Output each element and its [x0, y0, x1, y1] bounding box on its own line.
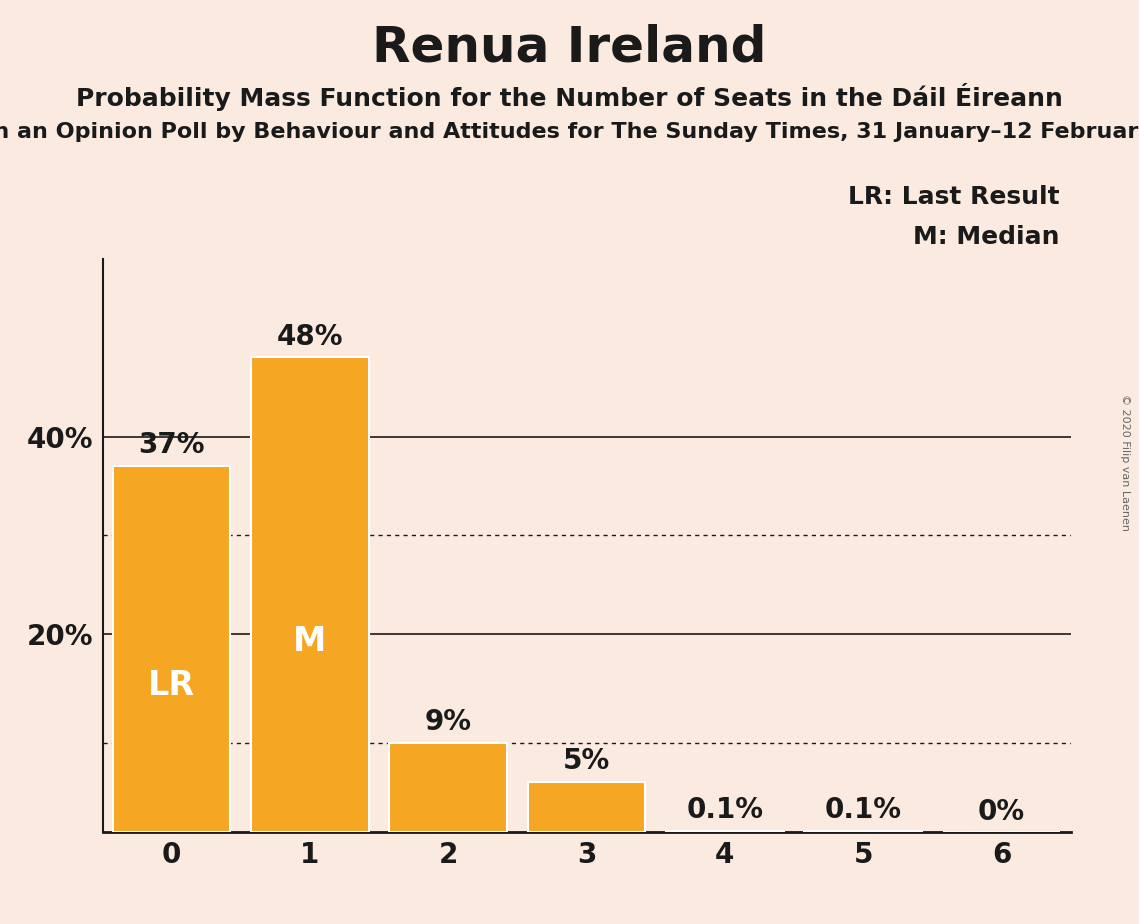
Text: 37%: 37% — [139, 432, 205, 459]
Text: LR: LR — [148, 669, 195, 702]
Bar — [804, 831, 921, 832]
Bar — [666, 831, 784, 832]
Bar — [252, 358, 369, 832]
Text: 9%: 9% — [425, 708, 472, 736]
Text: on an Opinion Poll by Behaviour and Attitudes for The Sunday Times, 31 January–1: on an Opinion Poll by Behaviour and Atti… — [0, 122, 1139, 142]
Text: LR: Last Result: LR: Last Result — [847, 185, 1059, 209]
Text: M: M — [294, 626, 327, 659]
Bar — [113, 466, 230, 832]
Text: 0.1%: 0.1% — [825, 796, 902, 823]
Text: 0.1%: 0.1% — [687, 796, 763, 823]
Text: © 2020 Filip van Laenen: © 2020 Filip van Laenen — [1121, 394, 1130, 530]
Text: Renua Ireland: Renua Ireland — [372, 23, 767, 71]
Bar — [527, 783, 646, 832]
Text: 48%: 48% — [277, 322, 343, 350]
Text: M: Median: M: Median — [912, 225, 1059, 249]
Text: 0%: 0% — [978, 797, 1025, 826]
Text: Probability Mass Function for the Number of Seats in the Dáil Éireann: Probability Mass Function for the Number… — [76, 83, 1063, 111]
Bar — [390, 743, 507, 832]
Text: 5%: 5% — [563, 748, 611, 775]
